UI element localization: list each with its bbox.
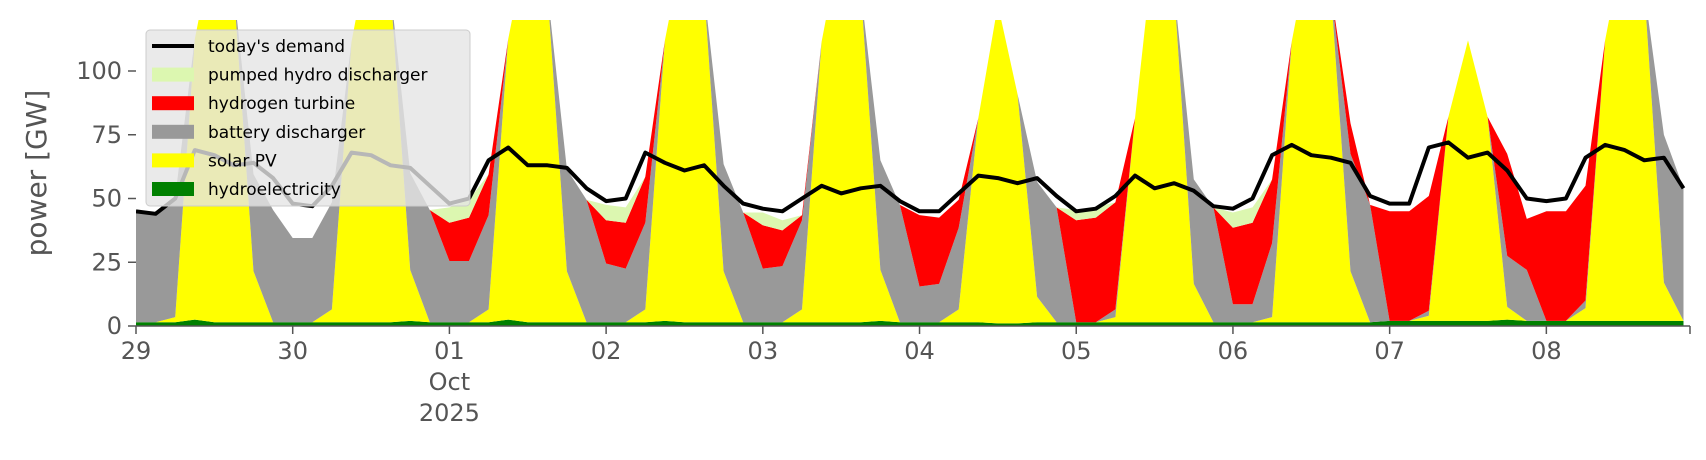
x-tick-label: 08 [1531, 337, 1562, 365]
y-tick-label: 100 [76, 57, 122, 85]
x-tick-label: 06 [1218, 337, 1249, 365]
legend-swatch-pumped-hydro-discharger [152, 67, 194, 82]
y-tick-label: 25 [91, 248, 122, 276]
legend-swatch-solar-pv [152, 153, 194, 168]
x-tick-label: 02 [591, 337, 622, 365]
x-tick-label: 03 [748, 337, 779, 365]
legend-label-today-s-demand: today's demand [208, 37, 345, 57]
y-tick-label: 50 [91, 185, 122, 213]
legend-label-solar-pv: solar PV [208, 151, 277, 171]
x-tick-year-label: 2025 [419, 399, 480, 427]
y-tick-label: 75 [91, 121, 122, 149]
y-tick-label: 0 [107, 312, 122, 340]
x-tick-label: 04 [904, 337, 935, 365]
x-tick-label: 30 [277, 337, 308, 365]
area-hydroelectricity [136, 319, 1684, 326]
x-tick-label: 29 [121, 337, 152, 365]
area-battery-discharger [136, 20, 1684, 323]
x-tick-label: 07 [1374, 337, 1405, 365]
y-axis-label: power [GW] [20, 90, 53, 257]
legend-label-hydrogen-turbine: hydrogen turbine [208, 94, 355, 114]
legend-label-pumped-hydro-discharger: pumped hydro discharger [208, 66, 427, 86]
x-tick-label: 05 [1061, 337, 1092, 365]
legend: today's demand pumped hydro discharger hyd… [145, 29, 471, 207]
area-solar-pv [136, 20, 1684, 324]
x-tick-label: 01 [434, 337, 465, 365]
x-tick-month-label: Oct [429, 368, 471, 396]
legend-label-battery-discharger: battery discharger [208, 123, 365, 143]
legend-swatch-battery-discharger [152, 124, 194, 139]
stacked-area-group [136, 20, 1684, 326]
legend-box [145, 29, 471, 207]
legend-label-hydroelectricity: hydroelectricity [208, 180, 341, 200]
legend-swatch-hydrogen-turbine [152, 96, 194, 111]
axes-group: 0 25 50 75 100 29 30 01 Oct 2025 02 03 04 05 06 07 08 [76, 57, 1691, 427]
legend-swatch-hydroelectricity [152, 182, 194, 196]
